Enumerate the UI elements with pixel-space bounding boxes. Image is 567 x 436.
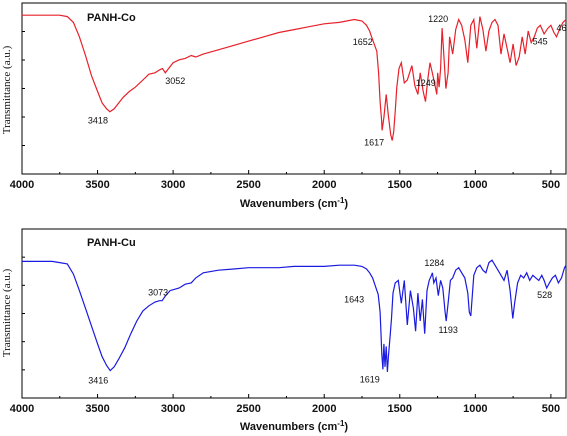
peak-label: 3416 bbox=[88, 376, 108, 386]
panel-title-co: PANH-Co bbox=[87, 12, 136, 24]
peak-label: 1617 bbox=[364, 137, 384, 147]
peak-label: 463 bbox=[556, 23, 567, 33]
y-axis-label-cu: Transmittance (a.u.) bbox=[1, 268, 13, 357]
x-tick-label: 2500 bbox=[236, 179, 260, 191]
x-tick-label: 3000 bbox=[161, 403, 185, 415]
peak-label: 528 bbox=[537, 290, 552, 300]
x-tick-label: 3500 bbox=[85, 179, 109, 191]
peak-label: 1249 bbox=[416, 78, 436, 88]
x-tick-label: 500 bbox=[542, 403, 560, 415]
plot-frame-cu bbox=[21, 228, 567, 399]
x-tick-label: 4000 bbox=[10, 179, 34, 191]
x-axis-ticks-cu: 4000 3500 3000 2500 2000 1500 1000 500 bbox=[10, 256, 560, 415]
x-axis-label-cu: Wavenumbers (cm-1) bbox=[240, 419, 349, 433]
peak-label: 3073 bbox=[148, 288, 168, 298]
x-tick-label: 1500 bbox=[388, 403, 412, 415]
x-tick-label: 2500 bbox=[236, 403, 260, 415]
panel-cu: 4000 3500 3000 2500 2000 1500 1000 500 PANH-Cu … bbox=[1, 228, 567, 433]
x-tick-label: 2000 bbox=[312, 179, 336, 191]
spectrum-line-cu bbox=[22, 259, 567, 372]
peak-label: 545 bbox=[533, 36, 548, 46]
panel-co: 4000 3500 3000 2500 2000 1500 1000 500 PANH-Co … bbox=[1, 2, 567, 210]
peak-label: 1619 bbox=[360, 374, 380, 384]
plot-frame-co bbox=[21, 2, 567, 175]
peak-label: 1220 bbox=[428, 14, 448, 24]
peak-label: 3052 bbox=[165, 76, 185, 86]
y-axis-label-co: Transmittance (a.u.) bbox=[1, 45, 13, 134]
panel-title-cu: PANH-Cu bbox=[87, 237, 136, 249]
x-tick-label: 4000 bbox=[10, 403, 34, 415]
x-axis-label-co: Wavenumbers (cm-1) bbox=[240, 196, 349, 210]
x-tick-label: 1000 bbox=[463, 179, 487, 191]
x-axis-ticks-co: 4000 3500 3000 2500 2000 1500 1000 500 bbox=[10, 31, 560, 191]
peak-label: 1652 bbox=[353, 37, 373, 47]
x-tick-label: 500 bbox=[542, 179, 560, 191]
x-tick-label: 2000 bbox=[312, 403, 336, 415]
peak-annotations-co: 3418 3052 1652 1617 1220 1249 545 463 bbox=[88, 14, 567, 147]
peak-label: 1284 bbox=[424, 258, 444, 268]
peak-label: 1643 bbox=[344, 294, 364, 304]
x-tick-label: 1500 bbox=[388, 179, 412, 191]
peak-label: 3418 bbox=[88, 116, 108, 126]
peak-annotations-cu: 3416 3073 1643 1619 1284 1193 528 bbox=[88, 258, 552, 386]
peak-label: 1193 bbox=[438, 325, 457, 335]
x-tick-label: 3500 bbox=[85, 403, 109, 415]
spectrum-line-co bbox=[22, 14, 567, 141]
x-tick-label: 3000 bbox=[161, 179, 185, 191]
x-tick-label: 1000 bbox=[463, 403, 487, 415]
